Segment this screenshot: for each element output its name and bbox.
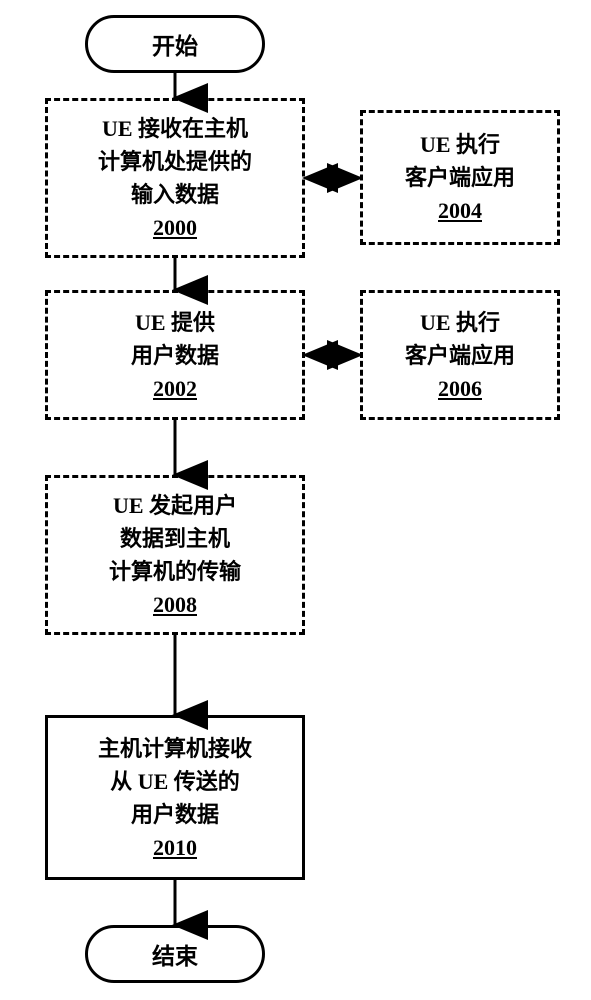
box-line: 输入数据 xyxy=(131,178,219,211)
box-line: UE 发起用户 xyxy=(113,489,237,522)
box-ref: 2004 xyxy=(438,194,482,227)
box-line: UE 执行 xyxy=(420,306,500,339)
box-line: 从 UE 传送的 xyxy=(110,765,240,798)
box-line: 用户数据 xyxy=(131,798,219,831)
box-ref: 2010 xyxy=(153,831,197,864)
box-line: UE 接收在主机 xyxy=(102,112,248,145)
box-2002: UE 提供 用户数据 2002 xyxy=(45,290,305,420)
box-line: 数据到主机 xyxy=(120,522,230,555)
box-2004: UE 执行 客户端应用 2004 xyxy=(360,110,560,245)
box-line: 用户数据 xyxy=(131,339,219,372)
box-line: 主机计算机接收 xyxy=(98,732,252,765)
box-line: 计算机的传输 xyxy=(109,555,241,588)
box-2008: UE 发起用户 数据到主机 计算机的传输 2008 xyxy=(45,475,305,635)
box-ref: 2002 xyxy=(153,372,197,405)
box-ref: 2000 xyxy=(153,211,197,244)
box-line: UE 提供 xyxy=(135,306,215,339)
box-2010: 主机计算机接收 从 UE 传送的 用户数据 2010 xyxy=(45,715,305,880)
box-ref: 2008 xyxy=(153,588,197,621)
box-2000: UE 接收在主机 计算机处提供的 输入数据 2000 xyxy=(45,98,305,258)
terminator-start: 开始 xyxy=(85,15,265,73)
box-line: UE 执行 xyxy=(420,128,500,161)
box-ref: 2006 xyxy=(438,372,482,405)
box-line: 客户端应用 xyxy=(405,339,515,372)
box-line: 客户端应用 xyxy=(405,161,515,194)
start-label: 开始 xyxy=(152,27,198,61)
box-line: 计算机处提供的 xyxy=(98,145,252,178)
terminator-end: 结束 xyxy=(85,925,265,983)
box-2006: UE 执行 客户端应用 2006 xyxy=(360,290,560,420)
end-label: 结束 xyxy=(152,937,198,971)
